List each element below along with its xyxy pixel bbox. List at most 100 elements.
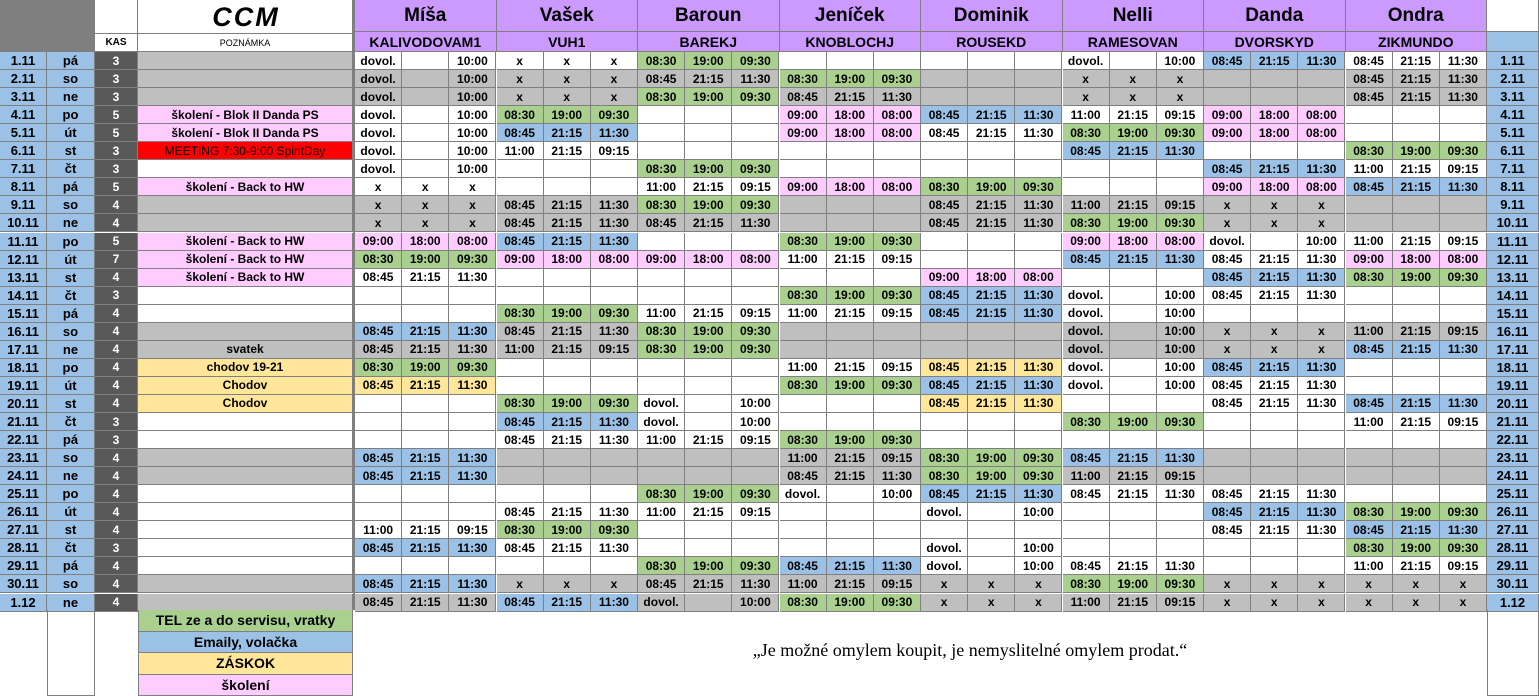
shift-cell[interactable]: 08:45 [921,358,969,377]
shift-cell[interactable] [496,178,544,197]
shift-cell[interactable] [590,449,638,468]
shift-cell[interactable]: x [402,196,450,215]
shift-cell[interactable]: 11:30 [590,322,638,341]
shift-cell[interactable]: 21:15 [543,503,591,522]
shift-cell[interactable]: 08:30 [355,358,403,377]
shift-cell[interactable] [1251,449,1299,468]
shift-cell[interactable] [826,521,874,540]
shift-cell[interactable] [826,160,874,179]
shift-cell[interactable]: 09:15 [590,142,638,161]
shift-cell[interactable]: 09:30 [590,521,638,540]
shift-cell[interactable]: 21:15 [543,196,591,215]
shift-cell[interactable]: 21:15 [1109,593,1157,612]
shift-cell[interactable]: 09:15 [732,304,780,323]
shift-cell[interactable] [1062,503,1110,522]
shift-cell[interactable]: 08:30 [355,250,403,269]
shift-cell[interactable] [1156,268,1204,287]
shift-cell[interactable] [1015,70,1063,89]
row-note[interactable] [138,503,353,522]
shift-cell[interactable] [1109,268,1157,287]
shift-cell[interactable]: 09:30 [1439,503,1487,522]
shift-cell[interactable] [355,485,403,504]
shift-cell[interactable]: 21:15 [685,575,733,594]
shift-cell[interactable]: 11:00 [1062,593,1110,612]
shift-cell[interactable]: x [1062,88,1110,107]
row-note[interactable]: MEETING 7:30-9:00 SpiritDay [138,142,353,161]
shift-cell[interactable] [732,449,780,468]
shift-cell[interactable] [1298,413,1346,432]
shift-cell[interactable] [496,449,544,468]
shift-cell[interactable] [1062,178,1110,197]
shift-cell[interactable]: 21:15 [402,268,450,287]
shift-cell[interactable]: 08:30 [1062,214,1110,233]
shift-cell[interactable]: 09:15 [732,178,780,197]
shift-cell[interactable]: 08:45 [1204,160,1252,179]
shift-cell[interactable] [1298,142,1346,161]
shift-cell[interactable]: 08:30 [638,196,686,215]
shift-cell[interactable]: 08:45 [779,557,827,576]
shift-cell[interactable]: 10:00 [732,413,780,432]
shift-cell[interactable]: 08:45 [355,340,403,359]
shift-cell[interactable] [732,286,780,305]
shift-cell[interactable] [685,106,733,125]
shift-cell[interactable] [826,539,874,558]
shift-cell[interactable]: x [355,214,403,233]
shift-cell[interactable]: 08:45 [355,467,403,486]
shift-cell[interactable] [402,485,450,504]
shift-cell[interactable]: 08:45 [1345,52,1393,71]
shift-cell[interactable] [638,449,686,468]
shift-cell[interactable]: 08:45 [496,431,544,450]
shift-cell[interactable]: 18:00 [685,250,733,269]
shift-cell[interactable] [732,142,780,161]
shift-cell[interactable] [1204,467,1252,486]
shift-cell[interactable]: 11:30 [1015,106,1063,125]
shift-cell[interactable] [1345,376,1393,395]
shift-cell[interactable]: 10:00 [449,142,497,161]
shift-cell[interactable]: 09:30 [1439,539,1487,558]
shift-cell[interactable]: 11:30 [1156,557,1204,576]
shift-cell[interactable] [355,431,403,450]
shift-cell[interactable] [449,557,497,576]
shift-cell[interactable]: 09:15 [873,575,921,594]
shift-cell[interactable]: 08:30 [1062,124,1110,143]
shift-cell[interactable]: 09:30 [732,196,780,215]
shift-cell[interactable]: 09:30 [449,250,497,269]
shift-cell[interactable]: x [496,52,544,71]
row-note[interactable] [138,304,353,323]
shift-cell[interactable]: 11:00 [1345,160,1393,179]
shift-cell[interactable]: 11:30 [1015,485,1063,504]
shift-cell[interactable]: 09:30 [1015,467,1063,486]
shift-cell[interactable]: 21:15 [402,340,450,359]
shift-cell[interactable] [826,322,874,341]
shift-cell[interactable] [1156,160,1204,179]
row-note[interactable]: školení - Blok II Danda PS [138,106,353,125]
shift-cell[interactable]: 21:15 [1392,52,1440,71]
shift-cell[interactable] [1251,539,1299,558]
shift-cell[interactable]: x [1204,575,1252,594]
shift-cell[interactable]: x [1204,593,1252,612]
shift-cell[interactable]: 08:45 [496,593,544,612]
shift-cell[interactable] [873,142,921,161]
shift-cell[interactable] [968,521,1016,540]
shift-cell[interactable]: x [1298,214,1346,233]
shift-cell[interactable] [1251,467,1299,486]
shift-cell[interactable] [826,340,874,359]
shift-cell[interactable] [1015,232,1063,251]
shift-cell[interactable]: 08:45 [355,539,403,558]
shift-cell[interactable] [402,88,450,107]
shift-cell[interactable] [873,539,921,558]
shift-cell[interactable]: 08:00 [732,250,780,269]
shift-cell[interactable]: x [1298,196,1346,215]
shift-cell[interactable] [1015,142,1063,161]
shift-cell[interactable]: 21:15 [1251,52,1299,71]
shift-cell[interactable] [779,394,827,413]
shift-cell[interactable]: 19:00 [968,178,1016,197]
shift-cell[interactable]: 11:30 [1156,250,1204,269]
shift-cell[interactable] [496,358,544,377]
shift-cell[interactable]: 08:30 [638,52,686,71]
shift-cell[interactable]: 09:30 [590,394,638,413]
shift-cell[interactable]: 21:15 [1109,557,1157,576]
shift-cell[interactable]: 21:15 [543,539,591,558]
shift-cell[interactable]: 08:30 [779,376,827,395]
shift-cell[interactable] [685,358,733,377]
